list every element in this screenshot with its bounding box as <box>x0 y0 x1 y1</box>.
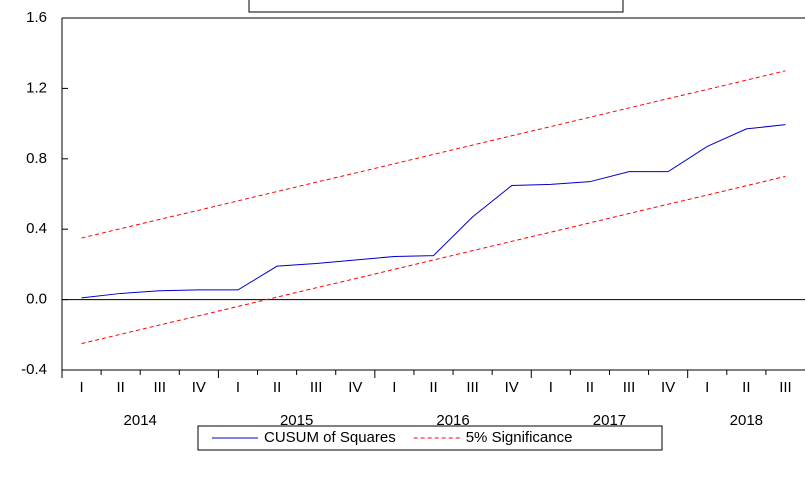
x-tick-label: III <box>466 379 479 396</box>
x-tick-label: III <box>779 379 792 396</box>
x-tick-label: III <box>154 379 167 396</box>
title-box <box>248 0 624 13</box>
legend-label: 5% Significance <box>466 429 573 446</box>
x-tick-label: II <box>429 379 437 396</box>
x-tick-label: I <box>392 379 396 396</box>
x-tick-label: III <box>623 379 636 396</box>
year-label: 2016 <box>436 412 469 429</box>
x-tick-label: I <box>79 379 83 396</box>
x-tick-label: IV <box>505 379 519 396</box>
x-tick-label: II <box>586 379 594 396</box>
series-line <box>81 70 786 239</box>
x-tick-label: IV <box>348 379 362 396</box>
y-tick-label: -0.4 <box>21 361 47 378</box>
x-tick-label: I <box>549 379 553 396</box>
x-tick-label: II <box>742 379 750 396</box>
y-tick-label: 1.2 <box>26 79 47 96</box>
x-tick-label: I <box>705 379 709 396</box>
year-label: 2017 <box>593 412 626 429</box>
y-tick-label: 0.4 <box>26 220 47 237</box>
x-tick-label: IV <box>192 379 206 396</box>
x-tick-label: II <box>116 379 124 396</box>
x-tick-label: IV <box>661 379 675 396</box>
year-label: 2015 <box>280 412 313 429</box>
series-line <box>81 124 786 299</box>
year-label: 2018 <box>730 412 763 429</box>
series-line <box>81 175 786 345</box>
year-label: 2014 <box>124 412 157 429</box>
y-tick-label: 0.0 <box>26 291 47 308</box>
legend-label: CUSUM of Squares <box>264 429 396 446</box>
y-tick-label: 1.6 <box>26 9 47 26</box>
x-tick-label: III <box>310 379 323 396</box>
x-tick-label: II <box>273 379 281 396</box>
y-tick-label: 0.8 <box>26 150 47 167</box>
x-tick-label: I <box>236 379 240 396</box>
